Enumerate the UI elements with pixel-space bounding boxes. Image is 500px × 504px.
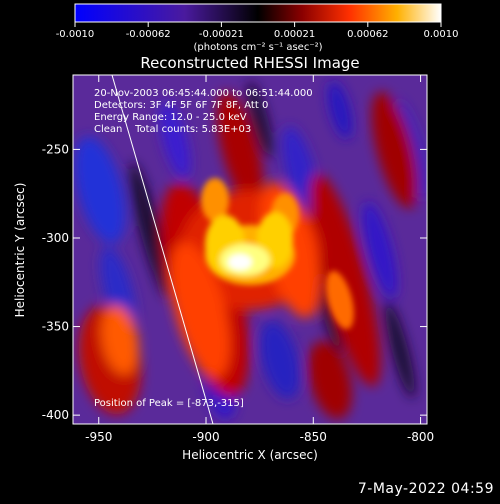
- peak-position-label: Position of Peak = [-873,-315]: [94, 398, 244, 409]
- y-tick-label: -350: [42, 320, 69, 334]
- x-tick-label: -900: [192, 430, 219, 444]
- colorbar-unit-label: (photons cm⁻² s⁻¹ asec⁻²): [193, 42, 322, 53]
- solar-limb-line: [111, 75, 214, 424]
- annotation-time-range: 20-Nov-2003 06:45:44.000 to 06:51:44.000: [94, 88, 313, 99]
- colorbar-gradient: [74, 3, 442, 23]
- colorbar-tick-label: 0.00021: [274, 29, 315, 40]
- x-axis-ticks: -950 -900 -850 -800: [85, 75, 434, 444]
- y-axis-ticks: -250 -300 -350 -400: [42, 142, 427, 422]
- y-tick-label: -400: [42, 408, 69, 422]
- heatmap-image: [73, 75, 427, 424]
- colorbar-tick-label: 0.0010: [424, 29, 459, 40]
- x-tick-label: -850: [300, 430, 327, 444]
- annotation-energy-range: Energy Range: 12.0 - 25.0 keV: [94, 112, 247, 123]
- y-tick-label: -300: [42, 231, 69, 245]
- annotation-block: 20-Nov-2003 06:45:44.000 to 06:51:44.000…: [94, 88, 313, 135]
- x-axis-label: Heliocentric X (arcsec): [182, 448, 318, 462]
- colorbar-tick-label: -0.0010: [56, 29, 95, 40]
- annotation-clean-counts: Clean Total counts: 5.83E+03: [94, 124, 251, 135]
- x-tick-label: -800: [407, 430, 434, 444]
- colorbar-tick-label: -0.00021: [199, 29, 244, 40]
- plot-frame: [72, 74, 428, 425]
- colorbar-tick-label: -0.00062: [126, 29, 171, 40]
- colorbar: -0.0010 -0.00062 -0.00021 0.00021 0.00062 0.0…: [56, 3, 459, 53]
- x-tick-label: -950: [85, 430, 112, 444]
- y-axis-label: Heliocentric Y (arcsec): [13, 183, 27, 318]
- annotation-detectors: Detectors: 3F 4F 5F 6F 7F 8F, Att 0: [94, 100, 268, 111]
- colorbar-tick-label: 0.00062: [347, 29, 388, 40]
- colorbar-ticks: -0.0010 -0.00062 -0.00021 0.00021 0.00062 0.0…: [56, 22, 459, 40]
- y-tick-label: -250: [42, 142, 69, 156]
- footer-date: 7-May-2022 04:59: [357, 481, 494, 497]
- chart-title: Reconstructed RHESSI Image: [140, 54, 359, 72]
